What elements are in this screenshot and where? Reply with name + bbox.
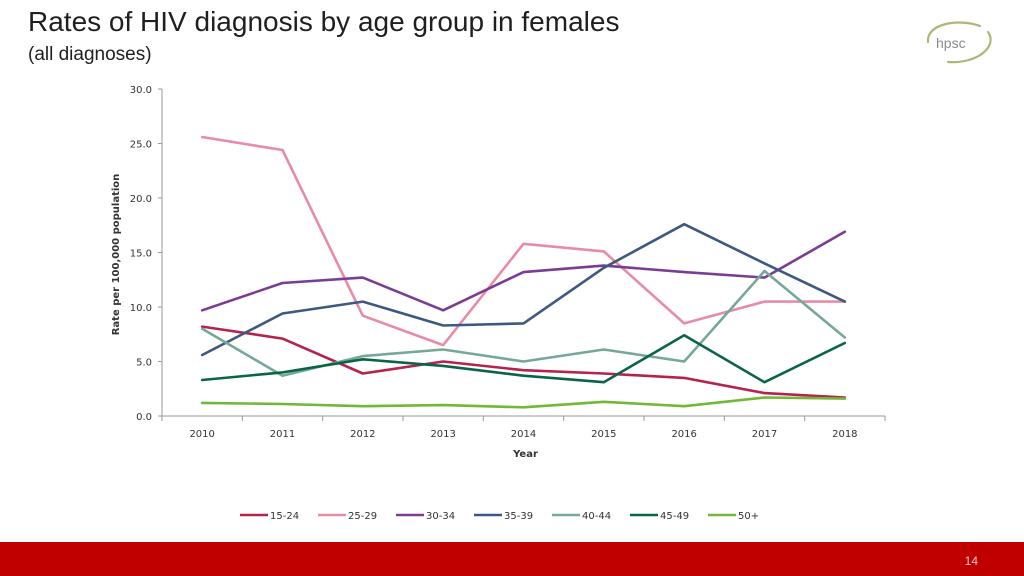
footer-bar: 14 [0,542,1024,576]
x-tick-label: 2015 [591,429,616,440]
series-line-30-34 [200,230,847,312]
x-tick-label: 2012 [350,429,375,440]
legend-label-50+: 50+ [738,511,759,522]
chart-legend: 15-24 25-29 30-34 35-39 40-44 45-49 50+ [240,511,759,522]
y-tick-label: 5.0 [136,358,152,369]
legend-label-45-49: 45-49 [660,511,689,522]
chart-axes [158,88,886,421]
series-line-35-39 [200,222,847,357]
x-tick-label: 2016 [671,429,696,440]
legend-label-40-44: 40-44 [582,511,611,522]
series-line-50+ [200,396,847,409]
series-line-25-29 [200,135,847,347]
x-tick-label: 2018 [832,429,857,440]
line-chart: 0.0 5.0 10.0 15.0 20.0 25.0 30.0 2010 2011 2012 20… [111,85,886,522]
x-tick-label: 2013 [430,429,455,440]
y-tick-label: 15.0 [130,249,152,260]
y-tick-label: 10.0 [130,303,152,314]
legend-label-35-39: 35-39 [504,511,533,522]
legend-label-15-24: 15-24 [270,511,299,522]
series-line-15-24 [200,325,847,399]
x-tick-label: 2010 [189,429,214,440]
y-tick-label: 20.0 [130,194,152,205]
x-tick-label: 2014 [511,429,536,440]
legend-label-25-29: 25-29 [348,511,377,522]
logo-text: hpsc [936,35,966,51]
series-line-45-49 [200,333,847,384]
y-tick-label: 0.0 [136,412,152,423]
legend-label-30-34: 30-34 [426,511,455,522]
y-tick-label: 25.0 [130,140,152,151]
chart-labels: 0.0 5.0 10.0 15.0 20.0 25.0 30.0 2010 2011 2012 20… [111,85,858,460]
y-axis-title: Rate per 100,000 population [111,174,122,336]
hpsc-logo-icon [926,21,992,64]
chart-series [200,135,847,409]
x-tick-label: 2011 [270,429,295,440]
slide-title: Rates of HIV diagnosis by age group in f… [28,6,620,37]
x-tick-label: 2017 [752,429,777,440]
slide-subtitle: (all diagnoses) [28,44,152,65]
page-number: 14 [964,554,978,568]
y-tick-label: 30.0 [130,85,152,96]
x-axis-title: Year [512,449,538,460]
